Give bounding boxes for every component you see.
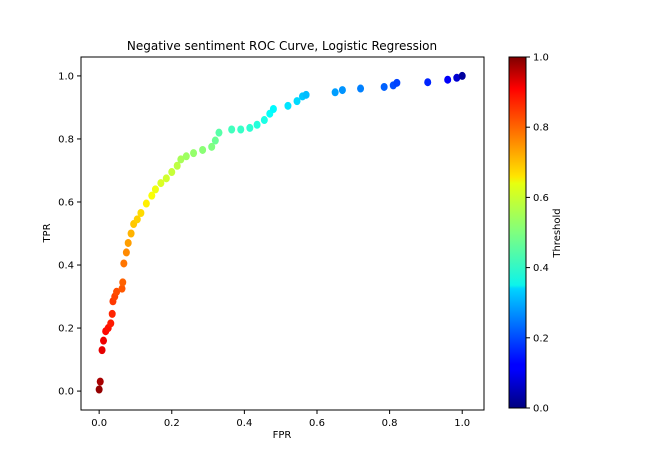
x-tick-label: 1.0 — [454, 418, 470, 429]
x-tick-label: 0.0 — [91, 418, 107, 429]
roc-point — [118, 284, 126, 293]
roc-point — [122, 248, 130, 257]
roc-point — [199, 145, 207, 154]
roc-point — [357, 84, 365, 93]
roc-point — [211, 136, 219, 145]
roc-point — [444, 75, 452, 84]
y-tick-label: 1.0 — [58, 71, 74, 82]
roc-point — [107, 319, 115, 328]
roc-point — [331, 88, 339, 97]
roc-point — [162, 174, 170, 183]
roc-point — [246, 123, 254, 132]
roc-point — [173, 161, 181, 170]
roc-point — [127, 229, 135, 238]
y-tick-label: 0.8 — [58, 134, 74, 145]
colorbar-tick-label: 0.6 — [533, 193, 549, 204]
roc-point — [157, 179, 165, 188]
roc-point — [284, 101, 292, 110]
roc-point — [113, 287, 121, 296]
roc-point — [100, 336, 108, 345]
roc-point — [302, 90, 310, 99]
x-tick-label: 0.8 — [382, 418, 398, 429]
roc-point — [108, 309, 116, 318]
y-tick-label: 0.2 — [58, 324, 74, 335]
x-axis-ticks: 0.0 0.2 0.4 0.6 0.8 1.0 — [91, 410, 470, 429]
roc-point — [182, 152, 190, 161]
scatter-points — [95, 71, 466, 394]
roc-point — [119, 278, 127, 287]
roc-point — [453, 73, 461, 82]
roc-point — [133, 215, 141, 224]
roc-point — [124, 238, 132, 247]
colorbar-tick-label: 0.4 — [533, 263, 549, 274]
roc-point — [137, 209, 145, 218]
roc-point — [98, 346, 106, 355]
plot-area — [80, 56, 485, 411]
roc-point — [228, 125, 236, 134]
roc-point — [208, 142, 216, 151]
colorbar-tick-label: 0.8 — [533, 123, 549, 134]
roc-point — [177, 155, 185, 164]
roc-point — [269, 105, 277, 114]
colorbar-tick-label: 1.0 — [533, 53, 549, 64]
roc-point — [215, 128, 223, 137]
x-axis-label: FPR — [273, 430, 292, 441]
colorbar-tick-label: 0.0 — [533, 404, 549, 415]
roc-point — [293, 97, 301, 106]
roc-point — [253, 120, 261, 129]
y-tick-label: 0.6 — [58, 197, 74, 208]
roc-point — [120, 259, 128, 268]
roc-point — [393, 78, 401, 87]
y-tick-label: 0.4 — [58, 261, 74, 272]
colorbar — [508, 56, 527, 409]
roc-point — [380, 82, 388, 91]
y-axis-ticks: 0.0 0.2 0.4 0.6 0.8 1.0 — [58, 71, 81, 398]
colorbar-tick-label: 0.2 — [533, 333, 549, 344]
roc-point — [260, 116, 268, 125]
roc-point — [142, 199, 150, 208]
roc-point — [190, 149, 198, 158]
roc-point — [96, 377, 104, 386]
roc-point — [338, 86, 346, 95]
y-axis-label: TPR — [42, 223, 53, 243]
colorbar-ticks: 0.0 0.2 0.4 0.6 0.8 1.0 — [526, 53, 549, 415]
roc-point — [424, 78, 432, 87]
chart-title: Negative sentiment ROC Curve, Logistic R… — [127, 39, 437, 53]
x-tick-label: 0.2 — [164, 418, 180, 429]
roc-point — [148, 191, 156, 200]
x-tick-label: 0.6 — [309, 418, 325, 429]
y-tick-label: 0.0 — [58, 387, 74, 398]
roc-point — [168, 168, 176, 177]
roc-point — [95, 385, 103, 394]
roc-point — [237, 125, 245, 134]
colorbar-label: Threshold — [552, 208, 563, 258]
roc-point — [458, 71, 466, 80]
x-tick-label: 0.4 — [236, 418, 252, 429]
roc-point — [151, 185, 159, 194]
